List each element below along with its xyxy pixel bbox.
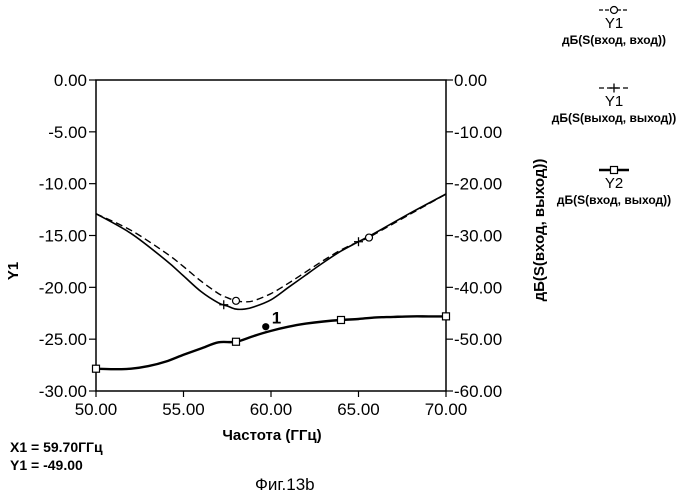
- series-marker-square: [93, 365, 100, 372]
- legend-axis-label: Y2: [605, 175, 623, 192]
- series-marker-plus: [219, 300, 228, 309]
- y-right-axis-label: дБ(S(вход, выход)): [531, 159, 548, 302]
- x-tick-label: 60.00: [250, 400, 293, 419]
- x-tick-label: 70.00: [425, 400, 468, 419]
- series-marker-square: [338, 316, 345, 323]
- x-tick-label: 55.00: [162, 400, 205, 419]
- legend-item: Y1дБ(S(вход, вход)): [562, 7, 666, 48]
- legend-series-name: дБ(S(выход, выход)): [552, 111, 676, 125]
- y-left-axis-label: Y1: [5, 262, 22, 280]
- series-layer: [96, 194, 446, 369]
- x-tick-label: 65.00: [337, 400, 380, 419]
- y-right-tick-label: -60.00: [454, 382, 502, 401]
- series-s11-line: [96, 194, 446, 302]
- plot-frame: [96, 80, 446, 391]
- legend-marker-plus: [610, 84, 619, 93]
- y-right-tick-label: -10.00: [454, 123, 502, 142]
- y-left-tick-label: -30.00: [39, 382, 87, 401]
- left-axis-ticks: 0.00 -5.00 -10.00 -15.00 -20.00 -25.00 -30.00: [39, 71, 96, 401]
- readout-x: X1 = 59.70ГГц: [10, 439, 103, 455]
- legend-series-name: дБ(S(вход, выход)): [557, 193, 671, 207]
- legend-series-name: дБ(S(вход, вход)): [562, 33, 666, 47]
- figure-caption: Фиг.13b: [255, 475, 315, 494]
- x-axis-label: Частота (ГГц): [222, 427, 321, 444]
- legend-marker-circle: [611, 7, 618, 14]
- series-marker-circle: [366, 234, 373, 241]
- x-tick-label: 50.00: [75, 400, 118, 419]
- legend-axis-label: Y1: [605, 93, 623, 110]
- right-axis-ticks: 0.00 -10.00 -20.00 -30.00 -40.00 -50.00 -60.00: [446, 71, 502, 401]
- legend: Y1дБ(S(вход, вход))Y1дБ(S(выход, выход))…: [552, 7, 676, 208]
- legend-marker-square: [611, 167, 618, 174]
- series-marker-plus: [354, 237, 363, 246]
- readout-y: Y1 = -49.00: [10, 457, 83, 473]
- series-marker-square: [443, 313, 450, 320]
- x-axis-ticks: 50.00 55.00 60.00 65.00 70.00: [75, 391, 468, 419]
- y-left-tick-label: -20.00: [39, 278, 87, 297]
- series-marker-circle: [233, 297, 240, 304]
- y-left-tick-label: -5.00: [48, 123, 87, 142]
- marker-label: 1: [272, 309, 281, 328]
- y-left-tick-label: -10.00: [39, 175, 87, 194]
- series-marker-square: [233, 338, 240, 345]
- legend-axis-label: Y1: [605, 15, 623, 32]
- y-right-tick-label: -40.00: [454, 278, 502, 297]
- y-right-tick-label: 0.00: [454, 71, 487, 90]
- marker-point: [262, 323, 269, 330]
- y-right-tick-label: -50.00: [454, 330, 502, 349]
- legend-item: Y2дБ(S(вход, выход)): [557, 167, 671, 208]
- annotation-layer: 1: [262, 309, 281, 331]
- y-right-tick-label: -20.00: [454, 175, 502, 194]
- legend-item: Y1дБ(S(выход, выход)): [552, 84, 676, 126]
- y-right-tick-label: -30.00: [454, 227, 502, 246]
- markers-layer: [93, 234, 450, 372]
- y-left-tick-label: -25.00: [39, 330, 87, 349]
- plot-border: [96, 80, 446, 391]
- y-left-tick-label: -15.00: [39, 227, 87, 246]
- y-left-tick-label: 0.00: [54, 71, 87, 90]
- series-s22-line: [96, 194, 446, 309]
